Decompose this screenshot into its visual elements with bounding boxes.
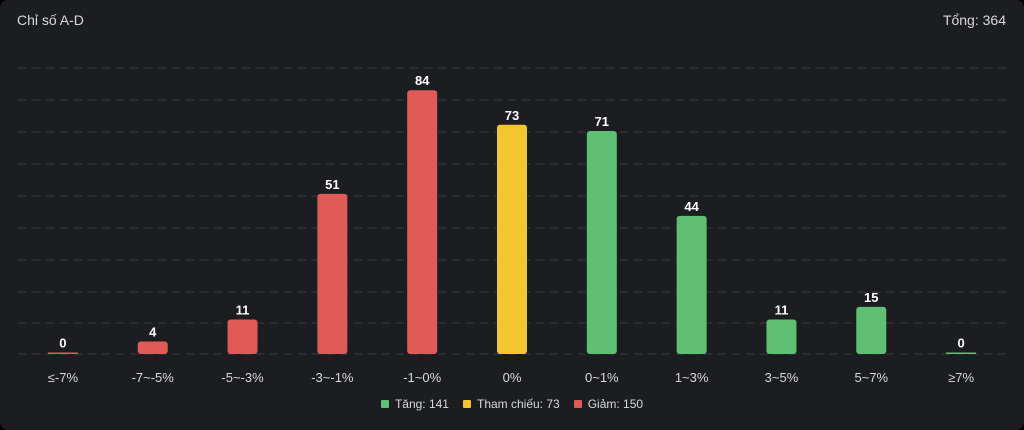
x-tick-label: -5~-3% xyxy=(221,370,264,385)
legend-item-up[interactable]: Tăng: 141 xyxy=(380,397,449,411)
bar[interactable] xyxy=(676,215,707,354)
data-label: 73 xyxy=(505,108,519,123)
legend-label-down: Giảm: 150 xyxy=(587,397,644,411)
total-count: Tổng: 364 xyxy=(942,12,1006,28)
x-tick-label: 0% xyxy=(503,370,522,385)
bar[interactable] xyxy=(856,306,887,354)
legend-swatch-down xyxy=(573,400,582,408)
data-label: 15 xyxy=(864,290,878,305)
data-label: 11 xyxy=(775,302,789,317)
bar-chart: 0 ≤-7% 4 -7~-5% 11 -5~-3% 51 -3~-1% 84 -1~0% 73 0% 7… xyxy=(18,67,1006,385)
x-tick-label: -3~-1% xyxy=(311,370,354,385)
x-tick-label: -1~0% xyxy=(403,370,441,385)
data-label: 4 xyxy=(149,324,157,339)
bar[interactable] xyxy=(497,124,527,354)
x-tick-label: 3~5% xyxy=(765,370,799,385)
legend-item-down[interactable]: Giảm: 150 xyxy=(573,397,644,411)
legend-label-up: Tăng: 141 xyxy=(394,397,449,411)
legend-swatch-ref xyxy=(462,400,471,408)
x-tick-label: ≥7% xyxy=(948,370,974,385)
bar[interactable] xyxy=(317,193,348,354)
bar[interactable] xyxy=(407,90,438,355)
bar[interactable] xyxy=(47,352,78,355)
data-label: 0 xyxy=(957,336,964,351)
bar[interactable] xyxy=(586,131,617,354)
x-tick-label: 0~1% xyxy=(585,370,619,385)
x-tick-label: 1~3% xyxy=(675,370,709,385)
chart-legend: Tăng: 141 Tham chiếu: 73 Giảm: 150 xyxy=(0,397,1024,411)
data-label: 51 xyxy=(325,177,339,192)
bar[interactable] xyxy=(766,319,797,354)
legend-swatch-up xyxy=(380,400,389,408)
x-tick-label: 5~7% xyxy=(854,370,888,385)
data-label: 11 xyxy=(236,302,250,317)
x-tick-label: ≤-7% xyxy=(48,370,79,385)
data-label: 71 xyxy=(595,114,609,129)
bar[interactable] xyxy=(227,319,258,354)
legend-label-ref: Tham chiếu: 73 xyxy=(476,397,560,411)
data-label: 44 xyxy=(684,199,699,214)
data-label: 84 xyxy=(415,73,430,88)
chart-title: Chỉ số A-D xyxy=(17,12,84,28)
data-label: 0 xyxy=(59,336,66,351)
legend-item-ref[interactable]: Tham chiếu: 73 xyxy=(462,397,560,411)
bar[interactable] xyxy=(946,352,977,355)
bar[interactable] xyxy=(137,341,168,354)
x-tick-label: -7~-5% xyxy=(132,370,175,385)
